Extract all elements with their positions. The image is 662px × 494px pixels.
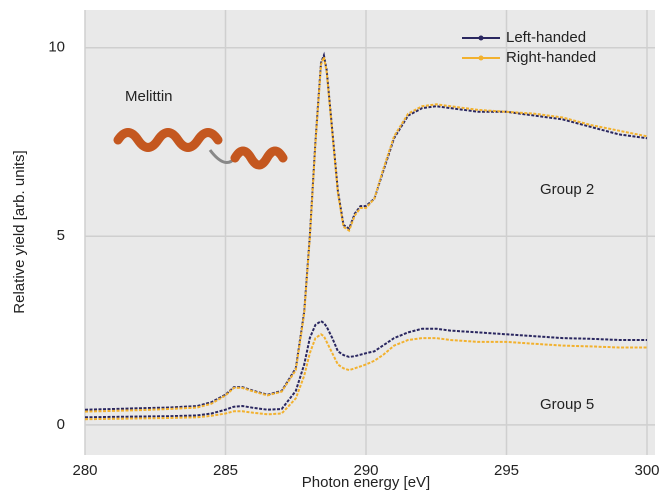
helix <box>230 146 288 170</box>
x-tick-label: 295 <box>494 462 519 479</box>
series-line <box>84 319 647 419</box>
legend-marker <box>478 35 484 41</box>
x-tick-label: 285 <box>213 462 238 479</box>
series-line <box>84 53 648 413</box>
y-axis-label: Relative yield [arb. units] <box>11 150 28 313</box>
y-tick-label: 5 <box>57 227 65 244</box>
series-line <box>84 333 647 421</box>
helix <box>113 128 223 152</box>
annotation: Melittin <box>125 88 173 105</box>
x-axis-label: Photon energy [eV] <box>302 474 430 491</box>
x-tick-label: 290 <box>353 462 378 479</box>
y-tick-label: 0 <box>57 416 65 433</box>
legend-label: Right-handed <box>506 49 596 66</box>
melittin-image <box>113 128 288 170</box>
annotation: Group 2 <box>540 181 594 198</box>
x-tick-label: 300 <box>634 462 659 479</box>
x-tick-label: 280 <box>72 462 97 479</box>
annotation: Group 5 <box>540 396 594 413</box>
legend-label: Left-handed <box>506 29 586 46</box>
y-tick-label: 10 <box>48 39 65 56</box>
legend-marker <box>478 55 484 61</box>
plot-area <box>85 10 655 455</box>
